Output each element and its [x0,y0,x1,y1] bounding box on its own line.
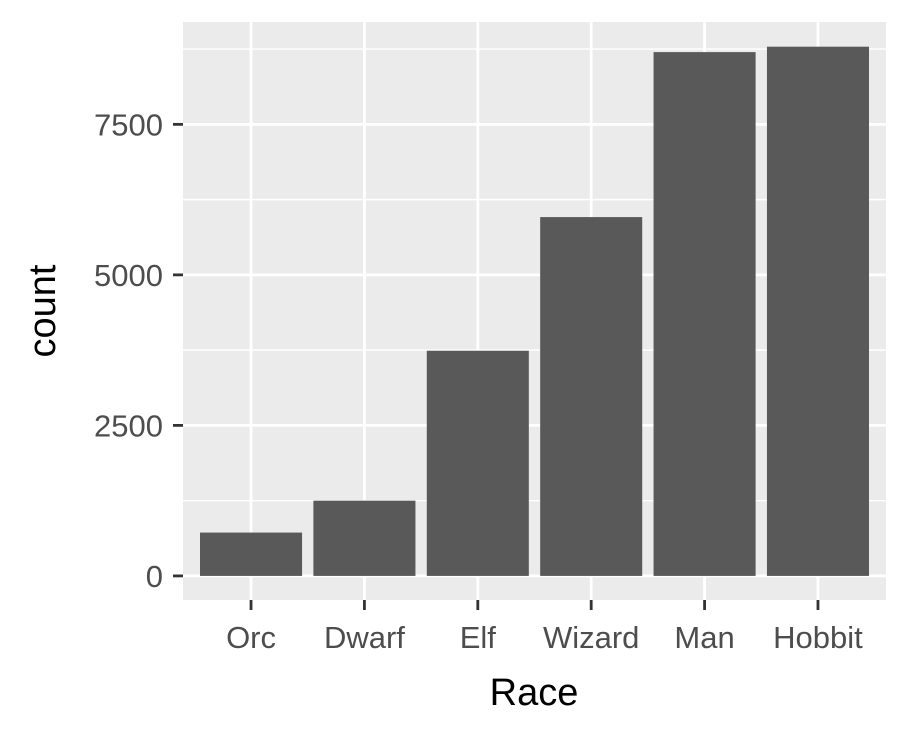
bar-wizard [540,217,643,576]
x-axis-title: Race [490,672,579,714]
x-tick-label: Man [674,620,734,655]
x-axis: Orc Dwarf Elf Wizard Man Hobbit [226,600,863,655]
bar-dwarf [313,500,416,576]
x-tick-label: Wizard [543,620,639,655]
y-tick-label: 7500 [94,107,163,142]
bars [200,46,869,576]
x-tick-label: Hobbit [773,620,863,655]
bar-orc [200,532,303,576]
y-axis-title: count [22,264,64,357]
y-tick-label: 2500 [94,408,163,443]
bar-elf [426,350,529,576]
bar-man [653,52,756,576]
x-tick-label: Dwarf [324,620,405,655]
x-tick-label: Orc [226,620,276,655]
y-axis: 0 2500 5000 7500 [94,107,183,594]
y-tick-label: 5000 [94,258,163,293]
bar-hobbit [766,46,869,576]
y-tick-label: 0 [146,559,163,594]
x-tick-label: Elf [460,620,497,655]
